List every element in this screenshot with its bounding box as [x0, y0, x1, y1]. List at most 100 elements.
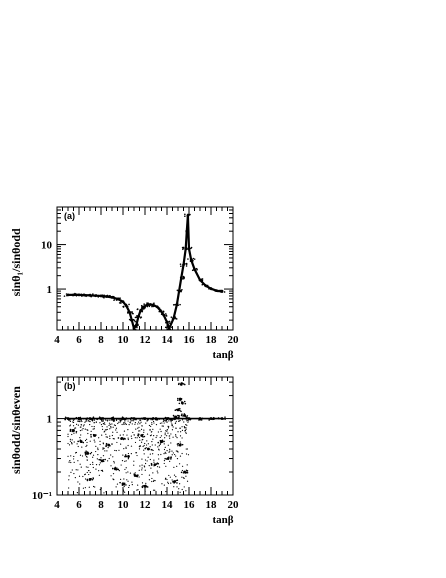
data-point — [143, 465, 145, 467]
data-point — [130, 420, 132, 422]
data-point — [77, 469, 79, 471]
data-point — [97, 448, 99, 451]
data-point — [175, 434, 177, 436]
data-point — [149, 446, 151, 448]
data-point — [120, 420, 122, 422]
data-point — [149, 435, 152, 437]
data-point — [86, 429, 88, 431]
data-point — [85, 419, 87, 421]
data-point — [69, 420, 71, 422]
data-point — [183, 426, 185, 428]
data-band — [182, 248, 187, 266]
data-point — [185, 453, 188, 455]
data-point — [86, 444, 88, 446]
data-point — [116, 483, 119, 485]
data-point — [110, 427, 112, 429]
data-point — [125, 455, 128, 458]
data-point — [74, 427, 76, 429]
data-point — [135, 452, 137, 454]
data-point — [137, 427, 139, 429]
data-point — [86, 418, 89, 420]
data-point — [105, 444, 108, 446]
data-point — [68, 461, 70, 463]
data-point — [138, 426, 140, 428]
data-point — [153, 461, 155, 463]
data-point — [151, 305, 153, 308]
data-point — [82, 425, 85, 427]
data-point — [176, 289, 179, 292]
data-point — [165, 314, 168, 317]
data-point — [196, 268, 198, 271]
data-point — [119, 297, 121, 299]
data-point — [100, 459, 102, 462]
data-point — [134, 472, 136, 474]
data-point — [122, 418, 124, 420]
data-point — [134, 441, 137, 444]
data-point — [84, 421, 86, 423]
data-point — [129, 472, 132, 474]
data-point — [179, 427, 181, 429]
data-point — [175, 408, 178, 411]
data-point — [183, 477, 185, 479]
data-band — [133, 325, 138, 330]
data-point — [151, 441, 153, 443]
data-point — [138, 476, 140, 478]
data-point — [73, 441, 75, 443]
data-point — [73, 458, 75, 460]
data-point — [175, 427, 177, 429]
data-point — [178, 408, 180, 410]
data-band — [100, 294, 107, 298]
data-point — [102, 419, 104, 422]
data-point — [181, 426, 183, 428]
data-point — [169, 448, 171, 450]
data-point — [178, 444, 181, 447]
data-point — [85, 450, 87, 452]
data-point — [121, 460, 124, 462]
data-point — [85, 455, 88, 458]
data-point — [95, 421, 97, 423]
data-point — [129, 421, 131, 423]
data-point — [170, 482, 172, 484]
data-point — [69, 438, 71, 440]
data-point — [144, 462, 147, 465]
x-tick-label: 6 — [76, 499, 82, 511]
data-point — [105, 433, 107, 435]
data-point — [133, 434, 135, 436]
data-point — [114, 449, 116, 452]
data-point — [145, 444, 148, 446]
data-point — [124, 454, 127, 456]
data-point — [164, 478, 167, 480]
data-band — [216, 289, 223, 293]
data-point — [113, 460, 115, 463]
data-point — [85, 445, 87, 448]
data-point — [162, 420, 164, 422]
data-point — [146, 302, 148, 304]
data-point — [177, 414, 179, 417]
data-point — [178, 418, 180, 420]
data-point — [124, 468, 126, 471]
data-point — [143, 485, 145, 487]
data-point — [163, 443, 165, 445]
data-point — [67, 455, 69, 457]
data-point — [127, 480, 129, 482]
data-point — [134, 320, 136, 323]
data-point — [143, 453, 145, 455]
data-point — [125, 419, 127, 421]
data-point — [109, 435, 111, 437]
data-point — [153, 465, 155, 467]
data-band — [106, 295, 113, 299]
data-point — [136, 454, 138, 457]
data-point — [181, 465, 184, 467]
data-point — [121, 419, 123, 421]
data-point — [100, 457, 102, 459]
data-point — [154, 489, 156, 491]
data-point — [120, 478, 122, 480]
data-point — [175, 435, 177, 437]
data-point — [140, 441, 143, 443]
data-point — [171, 423, 173, 425]
data-point — [181, 288, 183, 291]
data-point — [80, 424, 83, 426]
data-point — [86, 471, 88, 474]
data-point — [163, 420, 165, 422]
data-point — [161, 483, 163, 485]
